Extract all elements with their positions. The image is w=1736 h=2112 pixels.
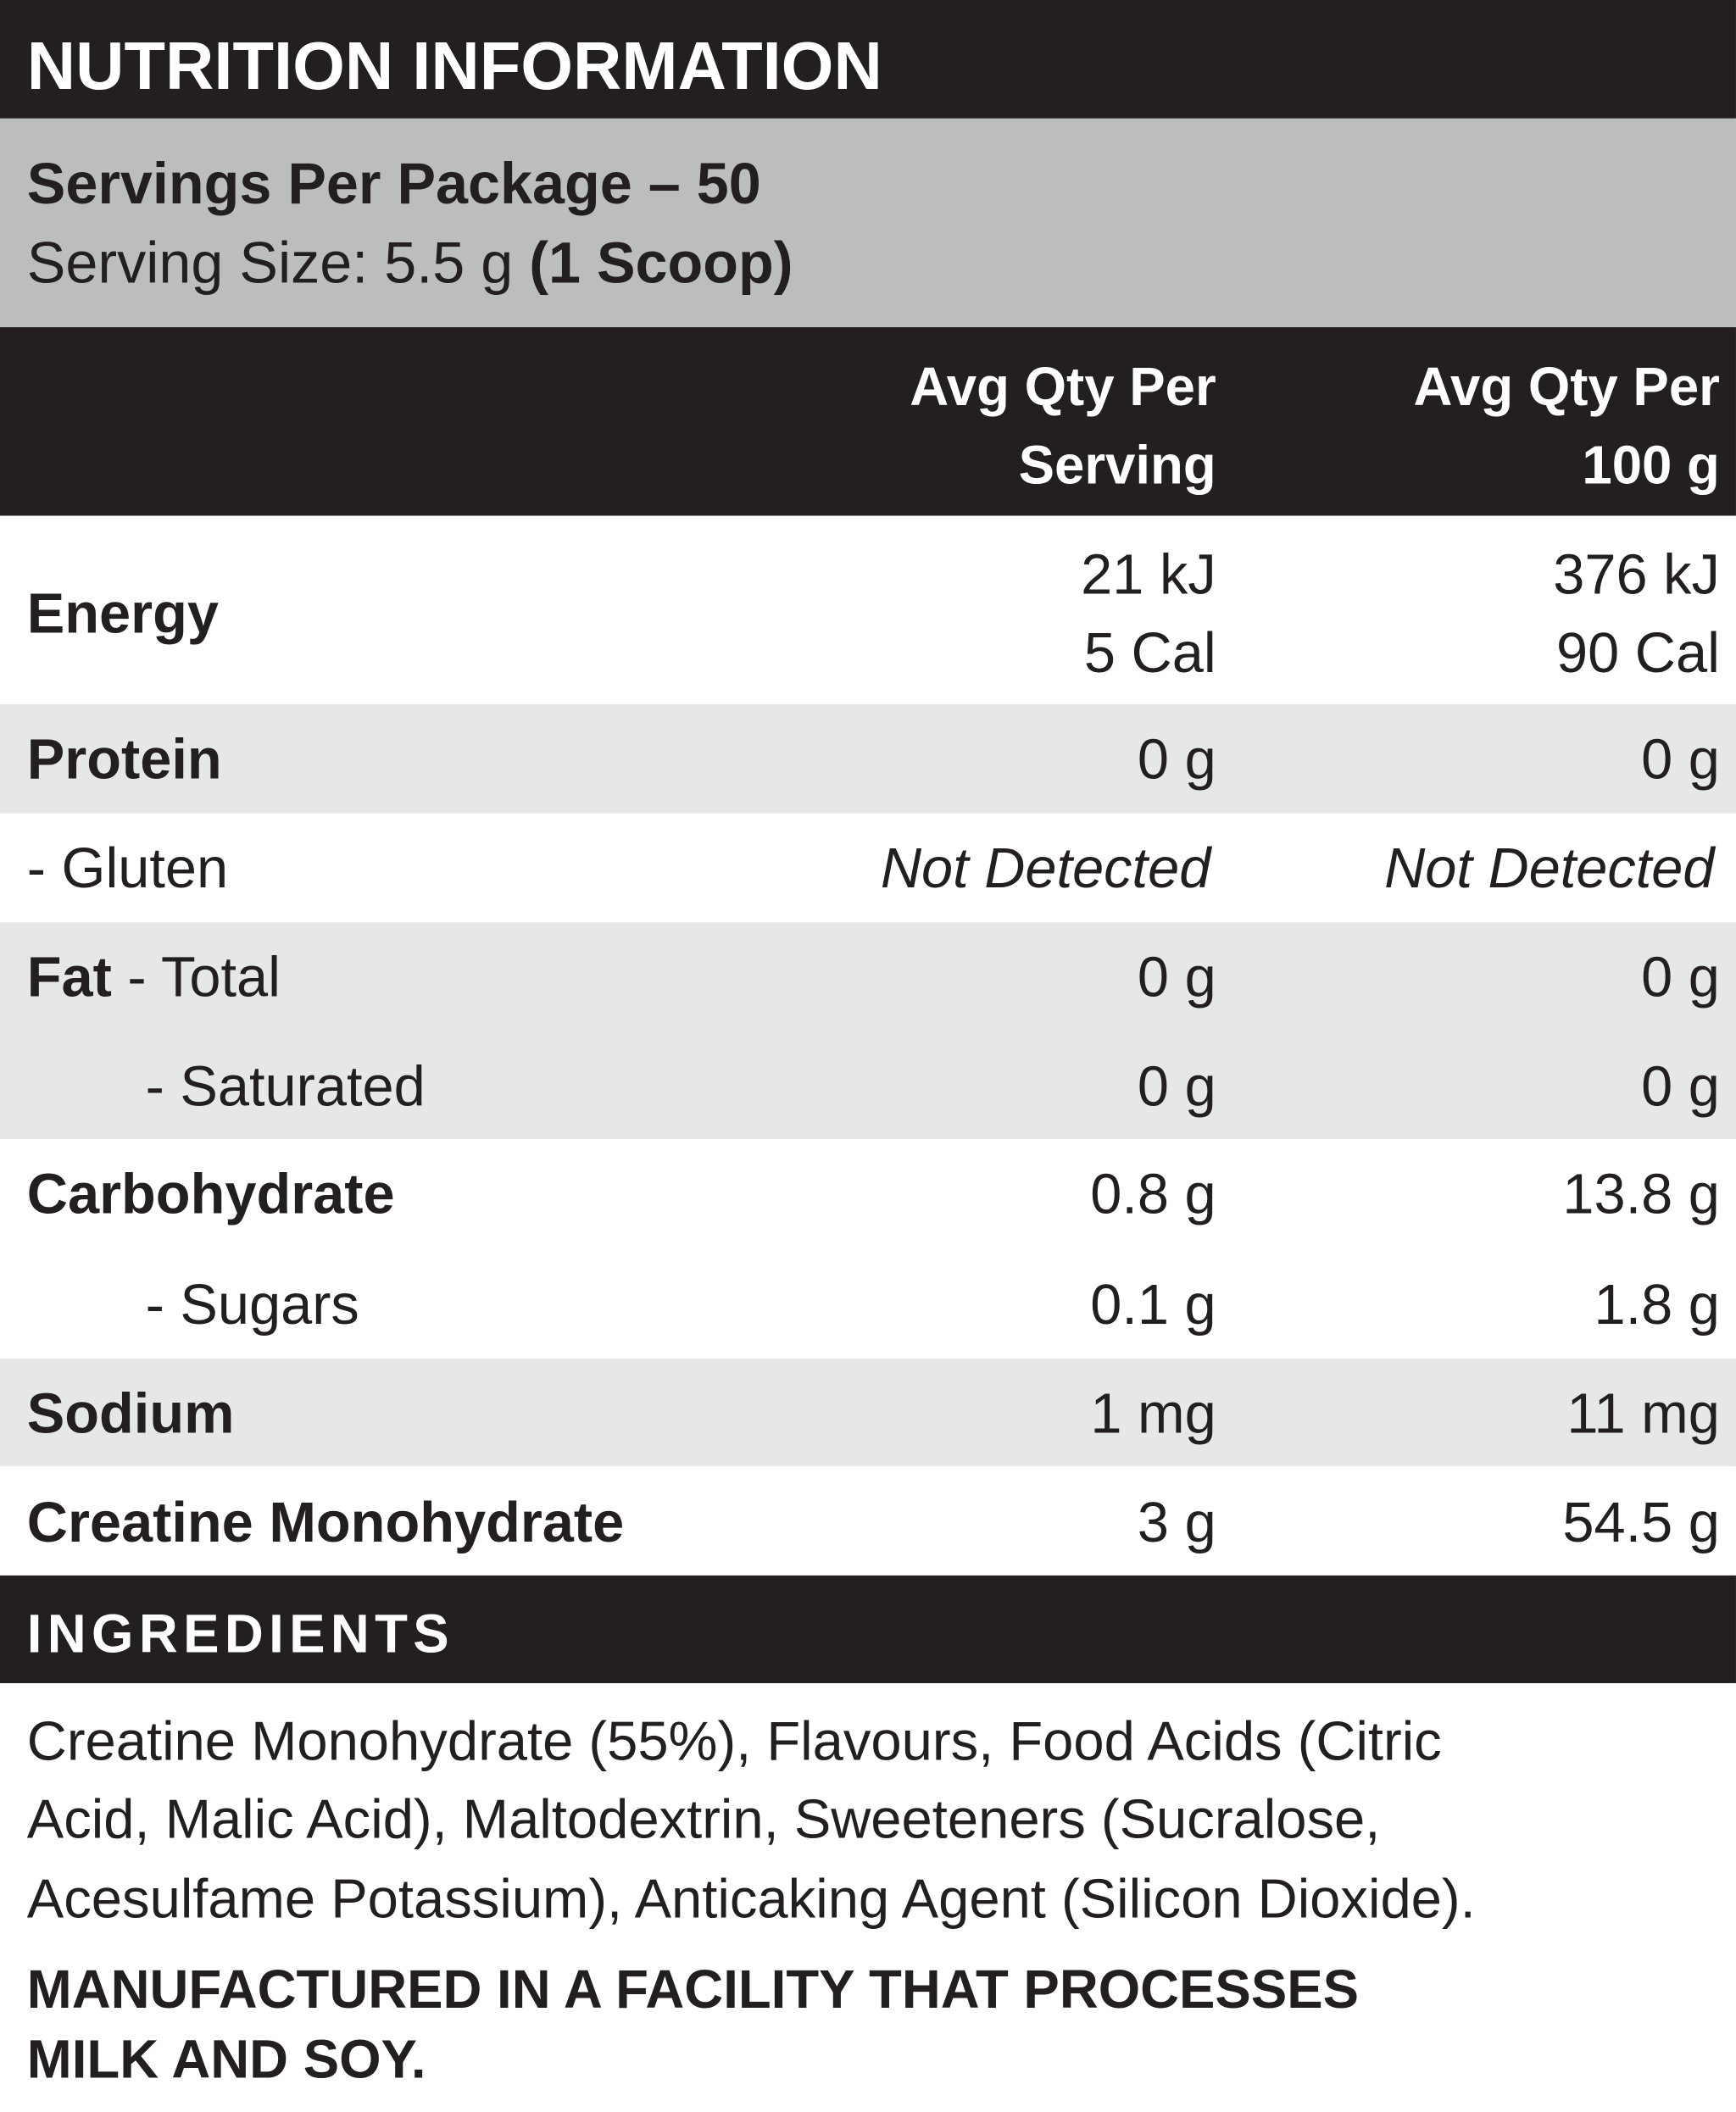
row-label: Sodium [26, 1381, 235, 1445]
serving-size: Serving Size: 5.5 g (1 Scoop) [27, 235, 793, 293]
value: 11 mg [1566, 1381, 1720, 1445]
value: 0 g [1137, 726, 1216, 791]
label-bold: Fat [26, 945, 112, 1009]
warning-line: MANUFACTURED IN A FACILITY THAT PROCESSE… [26, 1960, 1359, 2020]
row-label: Fat - Total [27, 948, 281, 1006]
label-sub: - Total [127, 945, 281, 1009]
value: 54.5 g [1562, 1490, 1720, 1554]
value: 90 Cal [1556, 620, 1720, 685]
row-label: Carbohydrate [26, 1162, 395, 1226]
servings-per-package: Servings Per Package – 50 [26, 152, 761, 217]
serving-size-note: (1 Scoop) [529, 231, 793, 297]
value: 1 mg [1090, 1381, 1216, 1445]
value: 0 g [1137, 1054, 1216, 1118]
servings-box: Servings Per Package – 50 Serving Size: … [0, 118, 1736, 328]
col-header: Avg Qty Per [910, 358, 1216, 418]
value: 21 kJ [1081, 542, 1216, 606]
row-creatine: Creatine Monohydrate 3 g 54.5 g [0, 1466, 1736, 1576]
col-header: 100 g [1582, 436, 1720, 496]
value: 0 g [1641, 726, 1720, 791]
value: 0.8 g [1090, 1162, 1216, 1226]
row-label: Protein [26, 726, 222, 791]
row-carbohydrate: Carbohydrate 0.8 g 13.8 g - Sugars 0.1 g… [0, 1139, 1736, 1359]
row-protein: Protein 0 g 0 g [0, 703, 1736, 814]
value: 0.1 g [1090, 1272, 1216, 1337]
ingredients-bar: INGREDIENTS [0, 1575, 1736, 1683]
value: 5 Cal [1083, 620, 1216, 685]
ingredients-line: Acesulfame Potassium), Anticaking Agent … [26, 1867, 1476, 1930]
value: 13.8 g [1562, 1162, 1720, 1226]
row-energy: Energy 21 kJ 5 Cal 376 kJ 90 Cal [0, 516, 1736, 704]
warning-line: MILK AND SOY. [26, 2030, 426, 2090]
row-label: - Gluten [26, 836, 229, 900]
row-sodium: Sodium 1 mg 11 mg [0, 1359, 1736, 1467]
value: Not Detected [880, 836, 1211, 900]
row-gluten: - Gluten Not Detected Not Detected [0, 814, 1736, 923]
title-bar: NUTRITION INFORMATION [0, 0, 1736, 119]
value: 0 g [1137, 945, 1216, 1009]
ingredients-line: Acid, Malic Acid), Maltodextrin, Sweeten… [26, 1787, 1381, 1851]
value: Not Detected [1384, 836, 1715, 900]
col-header: Avg Qty Per [1413, 358, 1720, 418]
row-fat: Fat - Total 0 g 0 g - Saturated 0 g 0 g [0, 922, 1736, 1140]
row-label: Energy [26, 581, 220, 646]
serving-size-text: Serving Size: 5.5 g [26, 231, 514, 297]
value: 1.8 g [1594, 1272, 1720, 1337]
value: 3 g [1137, 1490, 1216, 1554]
value: 0 g [1641, 945, 1720, 1009]
title: NUTRITION INFORMATION [26, 28, 882, 104]
col-header: Serving [1018, 436, 1216, 496]
row-label: - Saturated [145, 1054, 426, 1118]
column-header: Avg Qty Per Serving Avg Qty Per 100 g [0, 327, 1736, 516]
ingredients-heading: INGREDIENTS [26, 1604, 454, 1665]
ingredients-line: Creatine Monohydrate (55%), Flavours, Fo… [26, 1709, 1442, 1772]
value: 0 g [1641, 1054, 1720, 1118]
row-label: - Sugars [145, 1272, 359, 1337]
value: 376 kJ [1553, 542, 1720, 606]
row-label: Creatine Monohydrate [26, 1490, 625, 1554]
